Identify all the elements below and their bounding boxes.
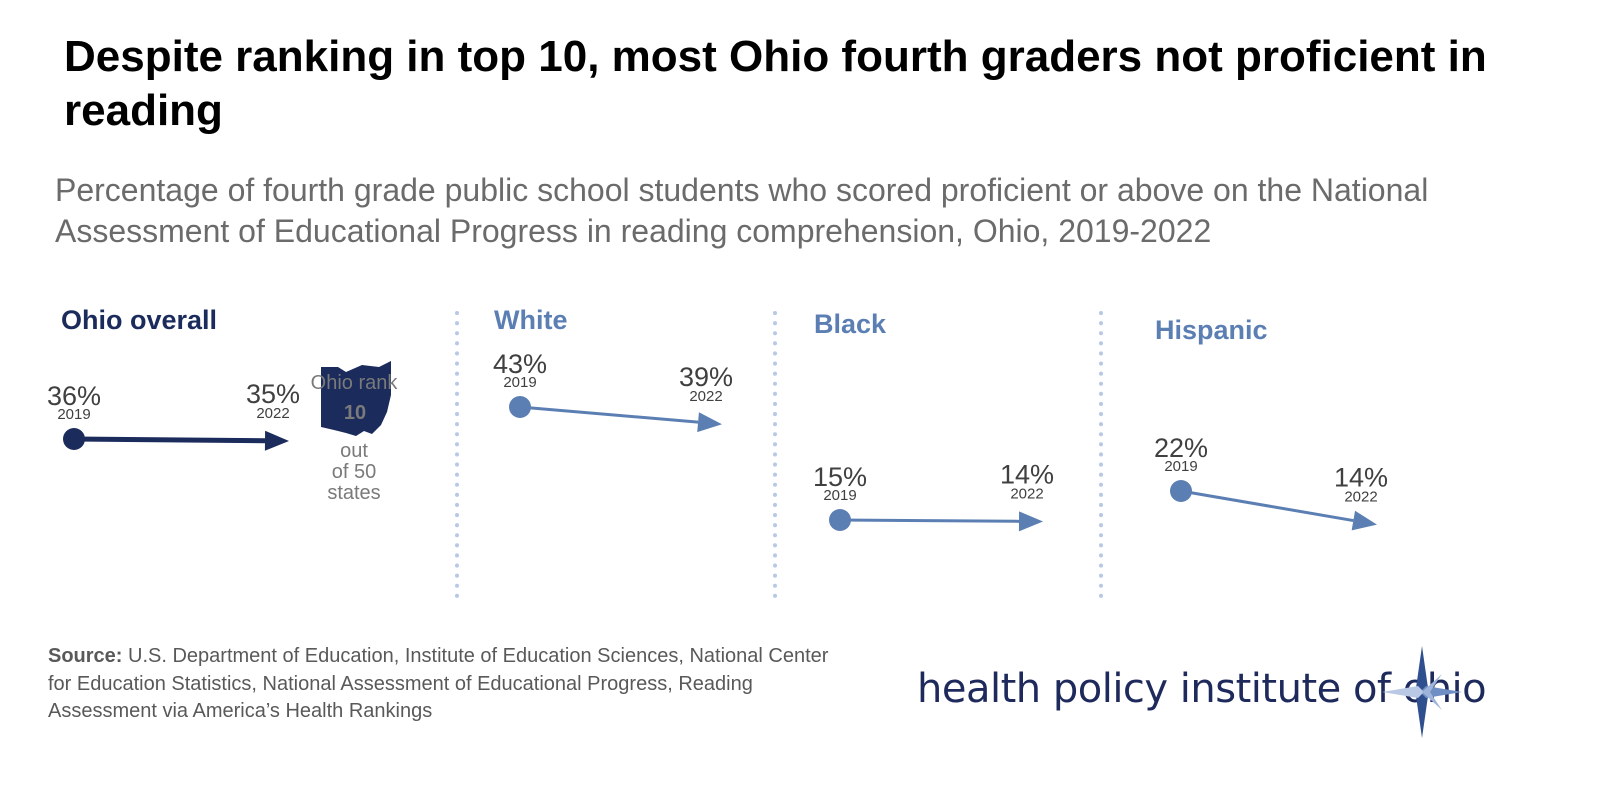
year-label-2019: 2019 (57, 406, 90, 423)
year-label-2022: 2022 (1010, 486, 1043, 503)
value-label-2022: 35% (246, 379, 300, 409)
year-label-2022: 2022 (256, 405, 289, 422)
series-line (839, 518, 1020, 523)
panel-title: Black (814, 309, 887, 339)
series-line (1180, 489, 1354, 523)
series-arrowhead (697, 412, 722, 433)
series-arrowhead (264, 430, 289, 451)
value-label-2019: 15% (813, 462, 867, 492)
source-note: Source: U.S. Department of Education, In… (48, 643, 848, 726)
ohio-state-shape (321, 361, 391, 436)
series-point-2019 (63, 428, 85, 450)
year-label-2019: 2019 (1164, 458, 1197, 475)
source-label: Source: (48, 645, 123, 667)
series-point-2019 (1170, 480, 1192, 502)
value-label-2019: 36% (47, 381, 101, 411)
logo-text: health policy institute of ohio (917, 666, 1487, 712)
chart-subtitle: Percentage of fourth grade public school… (55, 172, 1429, 249)
chart-title: Despite ranking in top 10, most Ohio fou… (64, 32, 1487, 135)
panel-title: Hispanic (1155, 315, 1268, 345)
value-label-2019: 43% (493, 349, 547, 379)
series-line (519, 405, 699, 424)
series-point-2019 (829, 509, 851, 531)
series-point-2019 (509, 396, 531, 418)
series-line (73, 436, 266, 444)
year-label-2019: 2019 (823, 487, 856, 504)
compass-star-icon (1382, 646, 1462, 738)
series-arrowhead (1018, 511, 1043, 532)
ohio-rank-caption: of 50 (332, 461, 376, 483)
panel-title: White (494, 305, 568, 335)
year-label-2022: 2022 (689, 388, 722, 405)
year-label-2022: 2022 (1344, 489, 1377, 506)
source-text: U.S. Department of Education, Institute … (48, 645, 829, 722)
ohio-rank-caption: out (340, 440, 368, 462)
value-label-2019: 22% (1154, 433, 1208, 463)
value-label-2022: 14% (1000, 460, 1054, 490)
ohio-rank-value: 10 (344, 402, 366, 424)
ohio-rank-caption: states (327, 482, 380, 504)
series-arrowhead (1351, 510, 1377, 531)
value-label-2022: 39% (679, 362, 733, 392)
year-label-2019: 2019 (503, 374, 536, 391)
ohio-rank-label: Ohio rank (311, 372, 399, 394)
panel-title: Ohio overall (61, 305, 217, 335)
value-label-2022: 14% (1334, 463, 1388, 493)
